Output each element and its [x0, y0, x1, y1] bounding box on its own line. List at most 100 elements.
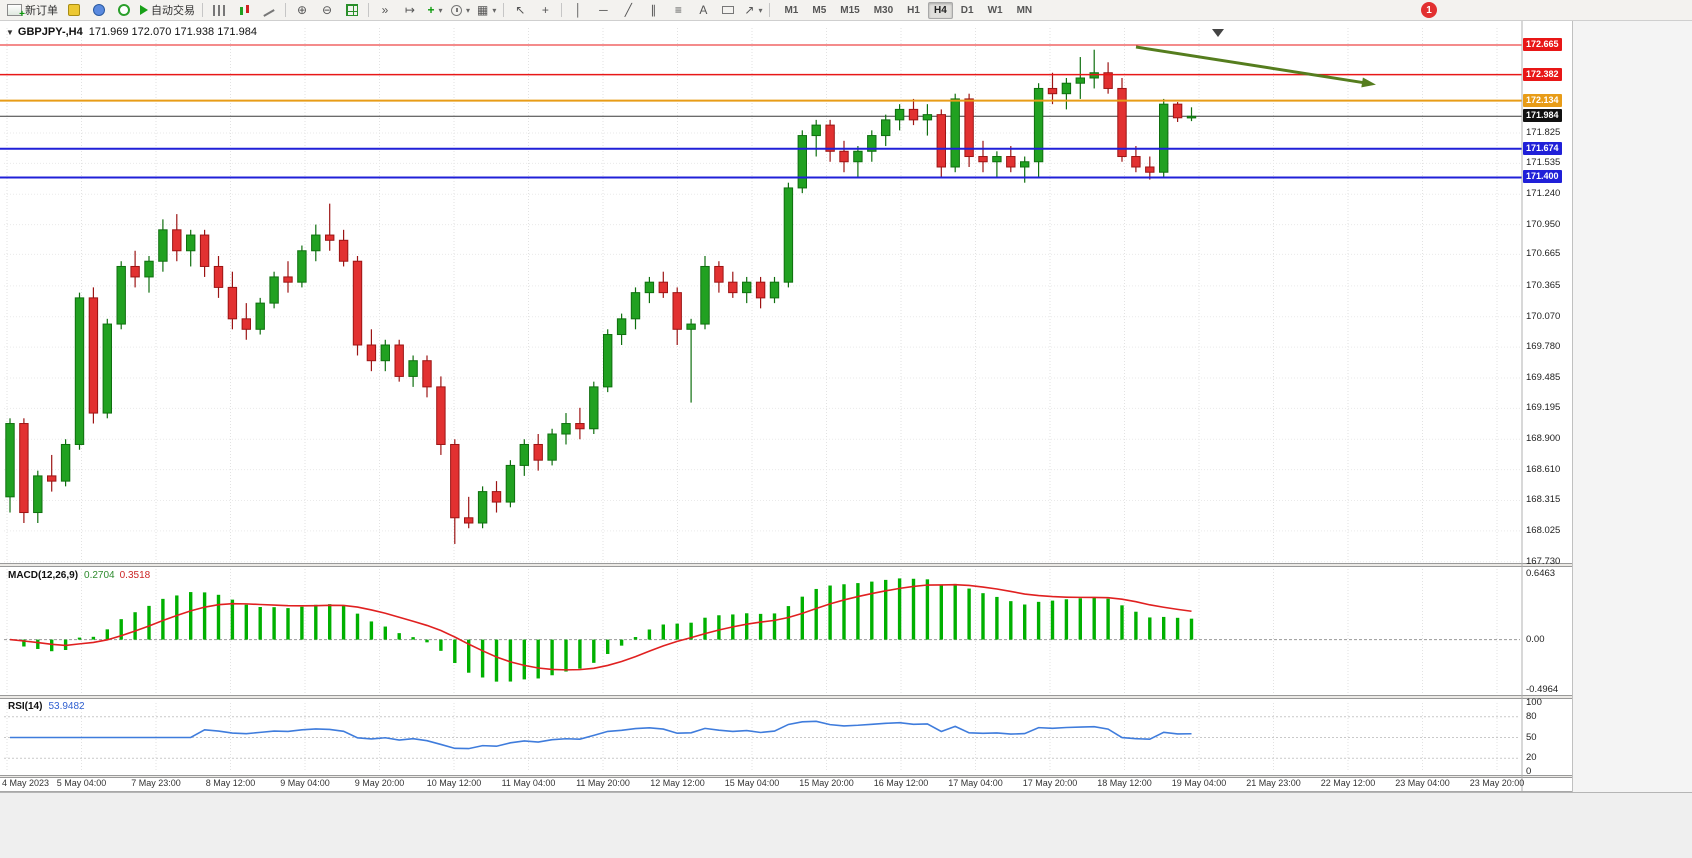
candle — [74, 297, 85, 445]
text-button[interactable]: A — [691, 2, 715, 19]
candle — [714, 265, 724, 283]
candle — [186, 234, 196, 252]
pane-splitter[interactable] — [0, 695, 1572, 699]
timeframe-button-m1[interactable]: M1 — [784, 4, 799, 16]
candle — [1186, 115, 1197, 119]
chart-shift-marker[interactable] — [1212, 29, 1224, 37]
candle — [297, 250, 307, 283]
trendline-button[interactable]: ╱ — [616, 2, 640, 19]
price-tag: 172.134 — [1523, 93, 1562, 107]
price-tag: 171.400 — [1523, 170, 1562, 184]
timeframe-button-h4[interactable]: H4 — [927, 1, 953, 19]
zoom-in-button[interactable]: ⊕ — [290, 2, 314, 19]
timeframe-button-m30[interactable]: M30 — [873, 4, 894, 16]
candlestick-chart-button[interactable] — [232, 2, 256, 19]
candle — [1075, 77, 1085, 84]
candle — [5, 423, 15, 498]
candle — [19, 423, 29, 514]
arrows-button[interactable]: ↗ ▾ — [741, 2, 765, 19]
price-tag: 171.984 — [1523, 109, 1562, 123]
timeframe-button-m5[interactable]: M5 — [812, 4, 827, 16]
price-axis-label: 171.825 — [1526, 126, 1561, 138]
timeframe-button-mn[interactable]: MN — [1016, 4, 1033, 16]
collapse-panel-icon[interactable]: ▼ — [6, 27, 14, 37]
candlestick-icon — [238, 4, 251, 16]
auto-scroll-button[interactable]: » — [373, 2, 397, 19]
bar-chart-button[interactable] — [207, 2, 231, 19]
candle — [783, 187, 794, 283]
time-axis-label: 11 May 04:00 — [501, 778, 556, 788]
timeframe-button-h1[interactable]: H1 — [907, 4, 920, 16]
terminal-icon — [93, 4, 105, 16]
trend-arrow-head — [1361, 77, 1376, 88]
toolbar-separator — [561, 3, 563, 17]
crosshair-button[interactable]: + — [533, 2, 557, 19]
vertical-line-button[interactable]: │ — [566, 2, 590, 19]
candle — [311, 234, 321, 252]
periods-button[interactable]: ▾ — [448, 2, 473, 19]
chart-canvas[interactable] — [0, 0, 1692, 792]
tile-windows-button[interactable] — [340, 2, 364, 19]
indicator-axis-label: 50 — [1526, 731, 1537, 743]
templates-button[interactable]: ▦ ▾ — [474, 2, 499, 19]
candle — [408, 360, 418, 377]
time-axis-label: 21 May 23:00 — [1246, 778, 1301, 788]
trend-arrow[interactable] — [1135, 45, 1367, 85]
horizontal-line-button[interactable]: ─ — [591, 2, 615, 19]
candle — [908, 108, 919, 121]
time-axis-label: 23 May 20:00 — [1469, 778, 1525, 788]
rsi-value: 53.9482 — [48, 701, 85, 712]
price-axis-label: 167.730 — [1526, 555, 1561, 567]
candle — [158, 229, 168, 262]
timeframe-button-m15[interactable]: M15 — [840, 4, 860, 16]
candle — [533, 443, 543, 461]
strategy-tester-button[interactable] — [112, 2, 136, 19]
candle — [47, 475, 57, 482]
zoom-out-button[interactable]: ⊖ — [315, 2, 339, 19]
time-axis-label: 7 May 23:00 — [131, 778, 181, 788]
new-order-button[interactable]: 新订单 — [4, 2, 61, 20]
dropdown-caret-icon: ▾ — [758, 5, 763, 15]
right-gutter — [1572, 21, 1692, 792]
timeframe-button-d1[interactable]: D1 — [960, 4, 974, 16]
candle — [1117, 87, 1127, 158]
indicator-axis-label: -0.4964 — [1526, 684, 1559, 695]
add-indicator-icon: + — [427, 3, 435, 17]
indicators-button[interactable]: + ▾ — [423, 2, 447, 19]
horizontal-line-icon: ─ — [599, 3, 608, 17]
cursor-button[interactable]: ↖ — [508, 2, 532, 19]
pane-splitter[interactable] — [0, 563, 1572, 567]
metaeditor-icon — [68, 4, 80, 16]
candle — [797, 135, 807, 189]
candle — [491, 491, 502, 503]
chart-symbol: GBPJPY-,H4 — [17, 26, 83, 38]
notification-badge[interactable]: 1 — [1421, 2, 1437, 18]
candle — [213, 265, 224, 288]
price-axis-label: 170.950 — [1526, 218, 1561, 230]
timeframe-button-w1[interactable]: W1 — [987, 4, 1003, 16]
line-chart-icon — [263, 8, 275, 17]
toolbar-separator — [503, 3, 505, 17]
candle — [394, 344, 404, 377]
candle — [881, 119, 891, 137]
text-label-button[interactable] — [716, 2, 740, 19]
indicator-axis-label: 0.00 — [1526, 633, 1545, 645]
indicator-layer — [4, 578, 1520, 759]
rsi-label: RSI(14) 53.9482 — [8, 701, 85, 712]
line-chart-button[interactable] — [257, 2, 281, 19]
metaeditor-button[interactable] — [62, 2, 86, 19]
terminal-button[interactable] — [87, 2, 111, 19]
candle — [769, 281, 780, 299]
channel-button[interactable]: ∥ — [641, 2, 665, 19]
zoom-out-icon: ⊖ — [321, 3, 333, 17]
fibonacci-button[interactable]: ≡ — [666, 2, 690, 19]
autotrade-button[interactable]: 自动交易 — [137, 2, 198, 19]
candle — [255, 302, 265, 330]
candle — [283, 276, 293, 283]
time-axis-label: 18 May 12:00 — [1097, 778, 1152, 788]
chart-shift-button[interactable]: ↦ — [398, 2, 422, 19]
candle — [519, 443, 529, 466]
time-axis-label: 5 May 04:00 — [56, 778, 107, 788]
indicator-axis-label: 0.6463 — [1526, 568, 1556, 579]
price-axis-label: 170.070 — [1526, 310, 1561, 322]
